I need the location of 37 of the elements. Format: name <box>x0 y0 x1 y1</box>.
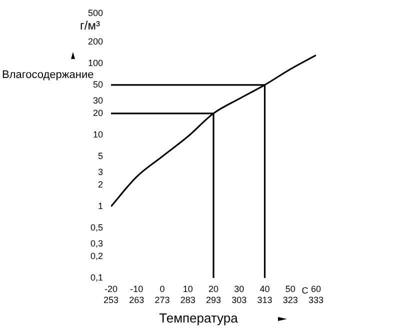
y-tick-label: 0,5 <box>90 222 103 232</box>
x-tick-label: 40 <box>260 284 270 294</box>
y-tick-label: 500 <box>88 8 103 18</box>
x2-tick-label: 303 <box>232 294 247 305</box>
y-tick-label: 10 <box>92 129 103 140</box>
x2-tick-label: 283 <box>180 294 196 305</box>
y-tick-label: 0,3 <box>90 238 103 248</box>
y-tick-label: 200 <box>88 36 103 46</box>
y-tick-label: 3 <box>98 166 103 177</box>
x-axis-title: Температура <box>159 310 239 326</box>
y-axis-title: Влагосодержание <box>2 69 94 82</box>
x-tick-label: -10 <box>130 284 144 294</box>
x2-tick-label: 313 <box>257 294 272 305</box>
text: г/м³ <box>80 18 100 32</box>
text: C <box>302 285 309 296</box>
y-tick-label: 2 <box>98 179 103 190</box>
x-tick-label: -20 <box>104 284 118 294</box>
x2-tick-label: 273 <box>154 294 170 305</box>
x-tick-label: 30 <box>234 284 244 294</box>
x2-tick-label: 323 <box>282 294 298 305</box>
x-tick-label: 0 <box>160 284 165 294</box>
x-tick-label: 20 <box>208 284 219 294</box>
y-tick-label: 0,1 <box>90 272 103 282</box>
x2-tick-label: 253 <box>103 294 119 305</box>
x-tick-label: 10 <box>182 284 193 294</box>
y-tick-label: 0,2 <box>90 250 103 261</box>
y-tick-label: 100 <box>88 58 103 68</box>
y-tick-label: 50 <box>92 79 103 90</box>
y-tick-label: 5 <box>98 150 103 161</box>
x-tick-label: 50 <box>285 284 296 294</box>
y-tick-label: 1 <box>98 200 103 211</box>
y-tick-label: 20 <box>92 108 103 118</box>
x2-tick-label: 293 <box>206 294 222 305</box>
x2-tick-label: 333 <box>308 294 324 305</box>
y-tick-label: 30 <box>92 95 103 106</box>
x-tick-label: 60 <box>310 284 322 294</box>
x2-tick-label: 263 <box>129 294 144 305</box>
